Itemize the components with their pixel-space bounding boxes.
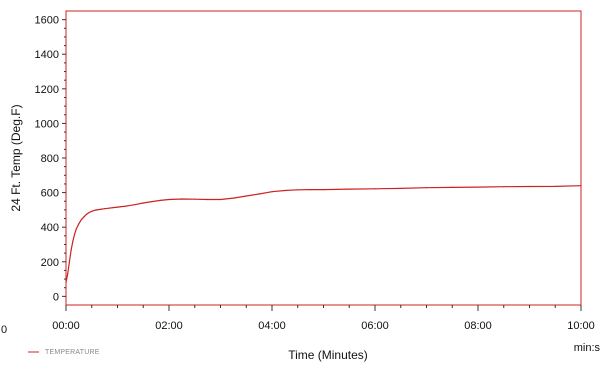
y-tick-label: 400 bbox=[41, 222, 59, 234]
data-point bbox=[108, 207, 110, 209]
data-point bbox=[425, 187, 428, 189]
data-point bbox=[75, 228, 77, 230]
plot-frame bbox=[65, 10, 582, 306]
data-point bbox=[219, 198, 222, 201]
legend-label: TEMPERATURE bbox=[45, 349, 100, 356]
data-point bbox=[151, 200, 153, 203]
data-point bbox=[310, 189, 312, 191]
x-axis-unit-label: min:s bbox=[574, 342, 601, 354]
y-tick-label: 800 bbox=[41, 153, 59, 165]
y-tick-label: 1200 bbox=[35, 84, 59, 96]
x-tick-label: 08:00 bbox=[464, 320, 492, 332]
data-point bbox=[297, 189, 299, 191]
x-tick-label: 04:00 bbox=[258, 320, 286, 332]
y-tick-label: 0 bbox=[53, 291, 59, 303]
data-point bbox=[477, 186, 479, 188]
data-point bbox=[580, 185, 582, 187]
y-tick-label: 600 bbox=[41, 188, 59, 200]
y-tick-label: 1400 bbox=[35, 49, 59, 61]
data-point bbox=[168, 198, 170, 201]
x-tick-label: 00:00 bbox=[52, 320, 80, 332]
data-point bbox=[96, 209, 98, 211]
data-point bbox=[78, 223, 80, 225]
data-point bbox=[112, 207, 114, 209]
data-point bbox=[72, 240, 74, 242]
data-point bbox=[400, 187, 402, 190]
stray-left-label: 0 bbox=[1, 324, 7, 336]
data-point bbox=[374, 188, 376, 190]
data-point bbox=[348, 188, 350, 190]
data-point bbox=[88, 211, 90, 214]
data-point bbox=[80, 218, 83, 220]
data-point bbox=[68, 261, 71, 263]
data-point bbox=[503, 186, 505, 188]
y-axis: 0 200 400 600 800 1000 1200 1400 1600 bbox=[35, 15, 66, 303]
data-point bbox=[284, 189, 286, 192]
data-point bbox=[65, 281, 67, 284]
data-point bbox=[116, 206, 119, 208]
data-point bbox=[322, 189, 325, 191]
data-point bbox=[194, 198, 196, 200]
data-point bbox=[271, 191, 273, 193]
x-tick-label: 02:00 bbox=[155, 320, 183, 332]
data-point bbox=[142, 202, 144, 204]
x-axis: 00:00 02:00 04:00 06:00 08:00 10:00 bbox=[52, 305, 595, 332]
y-axis-title: 24 Ft. Temp (Deg.F) bbox=[9, 104, 23, 211]
data-point bbox=[181, 198, 183, 200]
x-axis-title: Time (Minutes) bbox=[288, 348, 368, 362]
data-point bbox=[104, 208, 106, 210]
y-tick-label: 200 bbox=[41, 257, 59, 269]
data-point bbox=[93, 209, 95, 212]
data-point bbox=[258, 193, 260, 195]
temperature-series-points bbox=[65, 185, 582, 284]
data-point bbox=[125, 205, 127, 207]
temperature-series-line bbox=[65, 185, 582, 283]
data-point bbox=[134, 204, 136, 206]
data-point bbox=[528, 185, 531, 188]
data-point bbox=[67, 273, 69, 275]
data-point bbox=[207, 198, 209, 201]
data-point bbox=[451, 186, 453, 188]
data-point bbox=[86, 213, 88, 215]
y-tick-label: 1000 bbox=[35, 118, 59, 130]
data-point bbox=[73, 233, 76, 235]
data-point bbox=[159, 199, 162, 201]
data-point bbox=[554, 185, 556, 187]
data-point bbox=[232, 197, 234, 199]
legend: TEMPERATURE bbox=[28, 349, 100, 356]
data-point bbox=[70, 249, 72, 251]
data-point bbox=[245, 195, 247, 197]
x-tick-label: 06:00 bbox=[361, 320, 389, 332]
data-point bbox=[83, 216, 85, 218]
y-tick-label: 1600 bbox=[35, 15, 59, 27]
x-tick-label: 10:00 bbox=[567, 320, 595, 332]
data-point bbox=[99, 208, 101, 210]
data-point bbox=[91, 210, 93, 212]
